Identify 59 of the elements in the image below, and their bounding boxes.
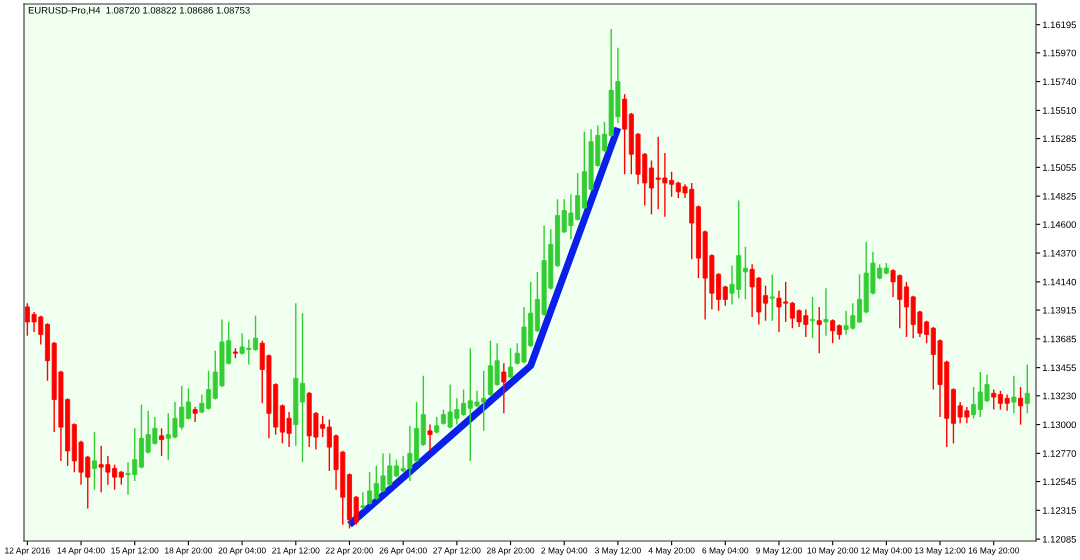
candlestick [192,406,198,423]
x-tick-label: 10 May 20:00 [807,547,858,556]
x-tick-label: 2 May 04:00 [541,547,588,556]
candlestick [427,423,433,452]
y-tick-label: 1.13000 [1042,421,1077,429]
candlestick [830,318,836,344]
x-tick-label: 4 May 20:00 [648,547,695,556]
candlestick [367,471,373,506]
candlestick [91,431,97,491]
y-tick-label: 1.14600 [1042,221,1077,228]
y-tick-label: 1.15055 [1042,164,1076,171]
y-tick-label: 1.12085 [1042,535,1076,543]
candlestick [185,387,191,421]
x-tick-label: 18 Apr 20:00 [165,547,213,556]
x-tick-label: 12 May 04:00 [861,547,912,556]
candlestick [360,491,366,511]
y-tick-label: 1.12545 [1042,478,1076,486]
candlestick [823,287,829,337]
chart-title: EURUSD-Pro,H4 1.08720 1.08822 1.08686 1.08753 [28,6,250,15]
y-tick-label: 1.13455 [1042,364,1076,372]
y-tick-label: 1.13685 [1042,335,1076,343]
x-tick-label: 20 Apr 04:00 [218,547,266,556]
x-tick-label: 12 Apr 2016 [5,547,50,556]
x-tick-label: 3 May 12:00 [594,547,641,556]
candlestick [159,427,165,457]
candlestick [1011,375,1017,415]
y-tick-label: 1.13230 [1042,392,1077,400]
y-tick-label: 1.13915 [1042,306,1076,314]
x-tick-label: 16 May 20:00 [968,547,1020,556]
candlestick [816,306,822,354]
x-tick-label: 26 Apr 04:00 [379,547,427,556]
y-tick-label: 1.14140 [1042,278,1077,286]
candlestick [810,296,816,339]
x-tick-label: 22 Apr 20:00 [325,547,374,556]
candlestick [1018,386,1024,426]
y-tick-label: 1.12315 [1042,507,1076,514]
y-tick-label: 1.12770 [1042,450,1077,457]
x-tick-label: 14 Apr 04:00 [57,547,105,556]
y-tick-label: 1.14825 [1042,192,1076,200]
x-tick-label: 15 Apr 12:00 [111,547,159,556]
candlestick [508,347,514,379]
y-tick-label: 1.15970 [1042,49,1077,57]
candlestick [971,386,977,420]
y-tick-label: 1.14370 [1042,249,1077,257]
candlestick [501,362,507,415]
x-tick-label: 28 Apr 20:00 [486,547,535,556]
x-tick-label: 21 Apr 12:00 [272,547,320,556]
candlestick [769,273,775,322]
candlestick [991,388,997,411]
candlestick [1024,363,1030,415]
x-tick-label: 6 May 04:00 [702,547,749,556]
candlestick [742,246,748,301]
y-tick-label: 1.15510 [1042,107,1077,114]
y-tick-label: 1.15285 [1042,135,1076,143]
y-tick-label: 1.15740 [1042,78,1077,86]
x-tick-label: 13 May 12:00 [915,547,966,556]
x-tick-label: 9 May 12:00 [756,547,802,556]
y-tick-label: 1.16195 [1042,21,1076,29]
x-tick-label: 27 Apr 12:00 [433,547,481,556]
